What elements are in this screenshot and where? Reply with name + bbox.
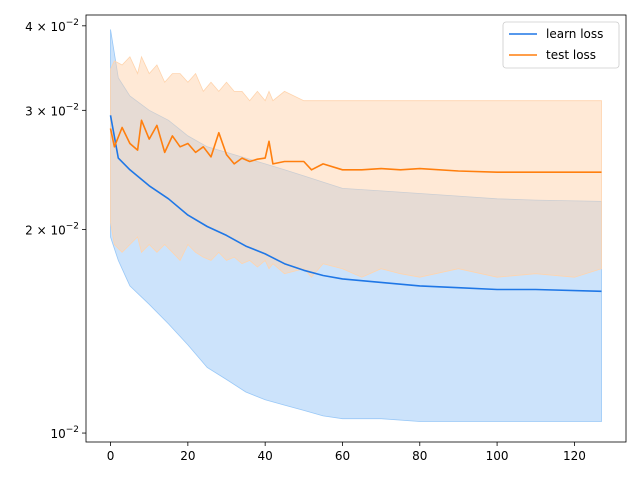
x-tick-label: 80 [412,449,427,463]
series-lines [109,115,602,293]
x-tick-label: 0 [107,449,115,463]
test-loss-line [109,119,602,173]
y-axis-ticks: 10−2 2 × 10−2 3 × 10−2 4 × 10−2 [25,18,86,441]
legend-label-test-loss: test loss [546,48,596,62]
x-axis-ticks: 0 20 40 60 80 100 120 [107,442,586,463]
confidence-bands [110,29,602,422]
x-tick-label: 100 [486,449,509,463]
learn-loss-line [109,115,602,293]
legend-label-learn-loss: learn loss [546,27,603,41]
y-tick-label: 4 × 10−2 [25,18,79,34]
x-tick-label: 60 [335,449,350,463]
y-tick-label: 2 × 10−2 [25,221,79,237]
x-tick-label: 120 [563,449,586,463]
y-tick-label: 10−2 [50,425,79,441]
y-tick-label: 3 × 10−2 [25,102,79,118]
x-tick-label: 20 [180,449,195,463]
test-loss-band [110,55,602,278]
legend: learn loss test loss [502,21,620,69]
x-tick-label: 40 [258,449,273,463]
plot-frame [85,14,627,443]
